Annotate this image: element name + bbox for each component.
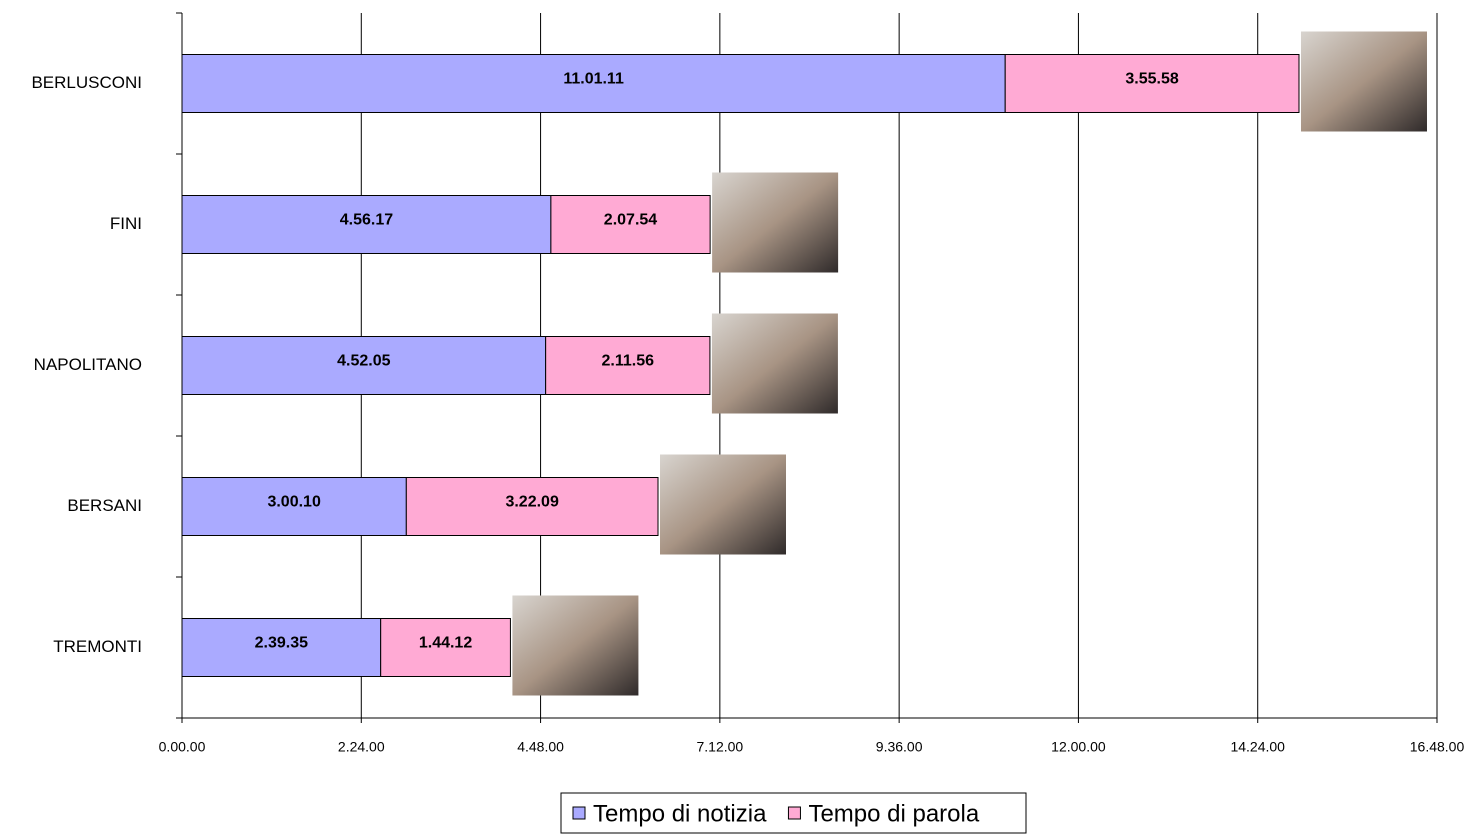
value-label: 3.22.09 [505,494,558,511]
x-tick-label: 12.00.00 [1051,739,1106,755]
portrait-photo [512,596,638,696]
y-tick-label: NAPOLITANO [34,355,142,374]
page: 0.00.00 2.24.00 4.48.00 7.12.00 9.36.00 12.00… [0,0,1482,839]
value-label: 11.01.11 [563,71,624,88]
value-label: 3.00.10 [267,494,320,511]
portrait-photo [712,314,838,414]
x-tick-label: 14.24.00 [1230,739,1285,755]
portrait-photo [1301,32,1427,132]
legend-label: Tempo di parola [808,800,979,827]
portrait-photo [712,173,838,273]
x-tick-label: 16.48.00 [1410,739,1465,755]
y-tick-label: TREMONTI [53,637,142,656]
y-tick-label: BERLUSCONI [31,73,142,92]
portrait-photo [660,455,786,555]
legend-label: Tempo di notizia [593,800,767,827]
value-label: 2.07.54 [604,212,657,229]
x-tick-label: 0.00.00 [159,739,206,755]
chart: 0.00.00 2.24.00 4.48.00 7.12.00 9.36.00 12.00… [0,0,1482,834]
value-label: 3.55.58 [1125,71,1178,88]
y-tick-label: BERSANI [67,496,142,515]
legend-swatch [788,807,800,819]
x-tick-label: 4.48.00 [517,739,564,755]
value-label: 4.56.17 [340,212,393,229]
x-tick-label: 9.36.00 [876,739,923,755]
value-label: 1.44.12 [419,635,472,652]
legend-swatch [573,807,585,819]
value-label: 4.52.05 [337,353,390,370]
value-label: 2.39.35 [255,635,308,652]
x-tick-label: 2.24.00 [338,739,385,755]
value-label: 2.11.56 [602,353,655,370]
y-tick-label: FINI [110,214,142,233]
x-tick-label: 7.12.00 [696,739,743,755]
